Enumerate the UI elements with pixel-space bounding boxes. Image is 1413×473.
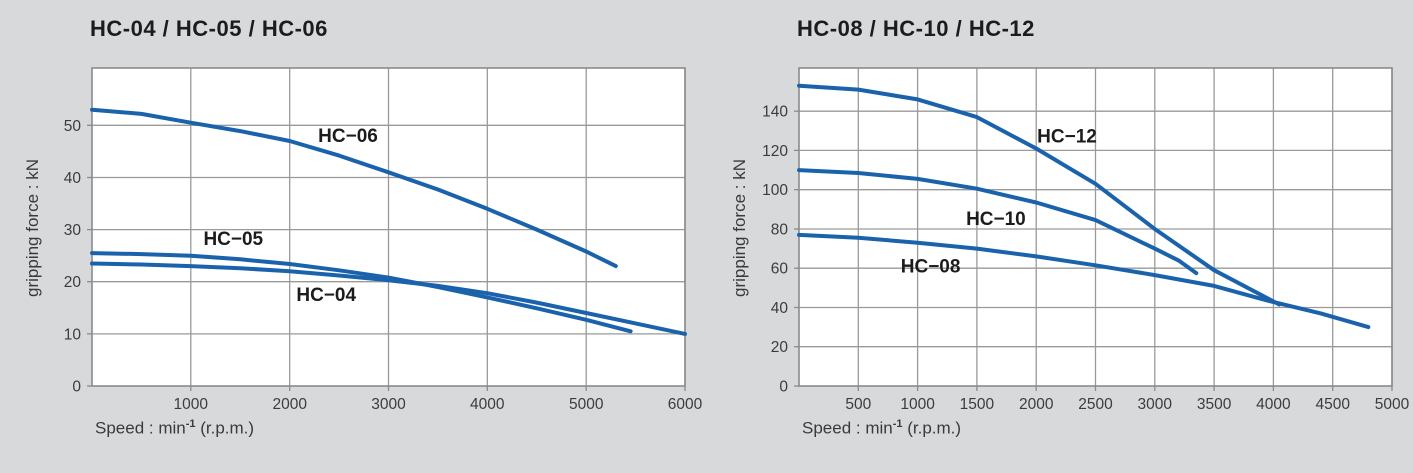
y-tick-label: 120	[762, 143, 788, 160]
x-tick-label: 3000	[371, 396, 406, 413]
x-tick-label: 2000	[272, 396, 307, 413]
y-tick-label: 100	[762, 182, 788, 199]
series-curve-HC-05	[90, 251, 633, 334]
x-axis-label-unit: (r.p.m.)	[902, 418, 962, 438]
x-tick-label: 2500	[1078, 396, 1113, 413]
y-tick-label: 0	[72, 379, 81, 396]
x-tick-label: 1000	[900, 396, 935, 413]
x-axis-label-left: Speed : min-1 (r.p.m.)	[95, 418, 254, 439]
x-axis-label-unit: (r.p.m.)	[195, 418, 255, 438]
x-axis-label-right: Speed : min-1 (r.p.m.)	[802, 418, 961, 439]
y-tick-label: 20	[64, 274, 82, 291]
y-tick-label: 0	[779, 379, 788, 396]
y-tick-label: 40	[64, 170, 82, 187]
series-curve-HC-10	[797, 168, 1199, 276]
y-tick-label: 60	[771, 261, 789, 278]
series-label-HC-12: HC−12	[1037, 127, 1097, 148]
chart-hc04-hc05-hc06: HC-04 / HC-05 / HC-06 1000 2000 3000 4000 50…	[0, 0, 706, 473]
series-label-HC-10: HC−10	[966, 209, 1026, 230]
y-tick-label: 30	[64, 222, 82, 239]
plot-border	[798, 67, 1393, 387]
series-curve-HC-06	[90, 107, 618, 269]
series-label-HC-04: HC−04	[296, 285, 356, 306]
x-tick-label: 1500	[960, 396, 995, 413]
series-label-HC-08: HC−08	[901, 256, 961, 277]
y-tick-label: 50	[64, 118, 82, 135]
y-tick-label: 10	[64, 326, 82, 343]
chart-title-left: HC-04 / HC-05 / HC-06	[90, 16, 328, 41]
line-chart-right: 500 1000 1500 2000 2500 3000 3500 4000 4500 5000 0…	[762, 67, 1410, 413]
x-tick-label: 500	[845, 396, 871, 413]
chart-hc08-hc10-hc12: HC-08 / HC-10 / HC-12 500 1000 1500 2000 250…	[707, 0, 1413, 473]
y-axis-label-left: gripping force : kN	[23, 159, 42, 297]
x-axis-label-sup: -1	[185, 418, 196, 430]
x-tick-label: 4500	[1315, 396, 1350, 413]
x-axis-label-text: Speed : min	[802, 418, 893, 438]
y-tick-label: 20	[771, 339, 789, 356]
x-tick-label: 4000	[1256, 396, 1291, 413]
y-tick-label: 80	[771, 222, 789, 239]
x-tick-label: 3500	[1197, 396, 1232, 413]
x-axis-label-sup: -1	[892, 418, 903, 430]
x-tick-label: 4000	[470, 396, 505, 413]
series-curve-HC-04	[90, 261, 687, 336]
series-curve-HC-08	[797, 232, 1371, 330]
y-axis-label-right: gripping force : kN	[730, 159, 749, 297]
series-label-HC-06: HC−06	[318, 126, 378, 147]
line-chart-left: 1000 2000 3000 4000 5000 6000 0 10 20 30 40 50 HC−04…	[64, 67, 703, 413]
chart-title-right: HC-08 / HC-10 / HC-12	[797, 16, 1035, 41]
x-tick-label: 5000	[1375, 396, 1410, 413]
x-tick-label: 3000	[1138, 396, 1173, 413]
plot-border	[91, 67, 686, 387]
y-tick-label: 140	[762, 104, 788, 121]
series-curve-HC-12	[797, 83, 1282, 307]
x-axis-label-text: Speed : min	[95, 418, 186, 438]
series-label-HC-05: HC−05	[203, 229, 263, 250]
x-tick-label: 5000	[569, 396, 604, 413]
x-tick-label: 2000	[1019, 396, 1054, 413]
x-tick-label: 1000	[174, 396, 209, 413]
y-tick-label: 40	[771, 300, 789, 317]
x-tick-label: 6000	[668, 396, 703, 413]
